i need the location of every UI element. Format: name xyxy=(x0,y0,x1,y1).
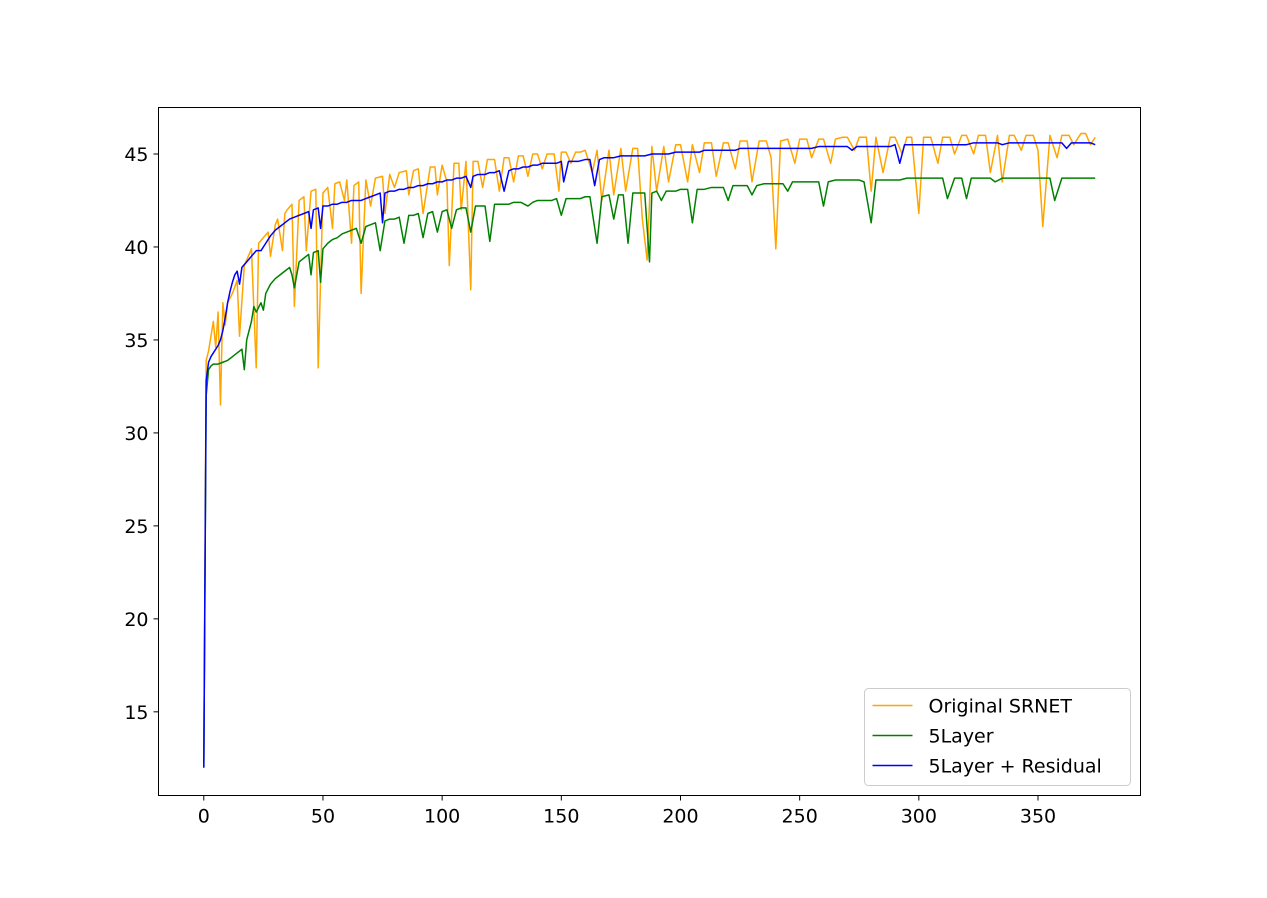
y-tick-label: 30 xyxy=(124,423,148,445)
y-tick-label: 40 xyxy=(124,237,148,259)
x-tick-label: 50 xyxy=(311,806,335,828)
y-tick-label: 25 xyxy=(124,516,148,538)
legend-label-1: Original SRNET xyxy=(929,696,1073,718)
legend-box xyxy=(864,688,1131,786)
y-tick-label: 45 xyxy=(124,144,148,166)
y-axis: 15 20 25 30 35 40 45 xyxy=(124,144,159,724)
x-tick-label: 350 xyxy=(1020,806,1056,828)
y-tick-label: 15 xyxy=(124,702,148,724)
x-tick-label: 0 xyxy=(198,806,210,828)
legend-label-3: 5Layer + Residual xyxy=(929,756,1102,778)
y-tick-label: 35 xyxy=(124,330,148,352)
x-tick-label: 200 xyxy=(662,806,698,828)
series-line-1 xyxy=(203,132,1096,768)
x-axis: 0 50 100 150 200 250 300 350 xyxy=(198,795,1056,828)
x-tick-label: 150 xyxy=(543,806,579,828)
y-tick-label: 20 xyxy=(124,609,148,631)
x-tick-label: 250 xyxy=(782,806,818,828)
x-tick-label: 300 xyxy=(901,806,937,828)
legend-label-2: 5Layer xyxy=(929,726,994,748)
legend: Original SRNET 5Layer 5Layer + Residual xyxy=(864,688,1131,786)
plot-frame xyxy=(158,107,1141,796)
series-line-3 xyxy=(203,142,1096,768)
series-layer xyxy=(203,132,1096,768)
series-line-2 xyxy=(203,177,1096,768)
x-tick-label: 100 xyxy=(424,806,460,828)
